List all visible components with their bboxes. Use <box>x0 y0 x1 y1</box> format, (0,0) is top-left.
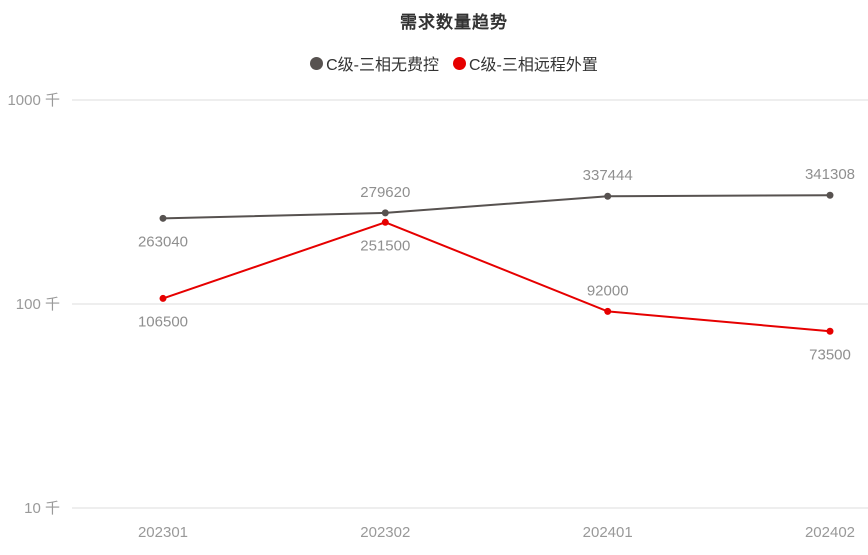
series-line <box>162 194 831 220</box>
legend-label: C级-三相远程外置 <box>469 57 598 74</box>
y-axis-label: 100 千 <box>16 296 60 313</box>
x-axis-label: 202302 <box>360 524 410 541</box>
legend-circle-icon <box>453 56 466 70</box>
x-axis-label: 202401 <box>583 524 633 541</box>
data-point[interactable] <box>159 294 167 302</box>
legend: C级-三相无费控 C级-三相远程外置 <box>40 51 868 75</box>
data-point[interactable] <box>604 307 612 315</box>
data-point-label: 73500 <box>809 346 851 363</box>
data-point[interactable] <box>826 327 834 335</box>
data-point-label: 337444 <box>583 167 633 184</box>
data-point-label: 251500 <box>360 237 410 254</box>
data-point[interactable] <box>826 191 834 199</box>
data-point[interactable] <box>381 218 389 226</box>
legend-item-series2[interactable]: C级-三相远程外置 <box>453 51 598 75</box>
data-point-label: 106500 <box>138 313 188 330</box>
legend-item-series1[interactable]: C级-三相无费控 <box>310 51 439 75</box>
x-axis-label: 202301 <box>138 524 188 541</box>
legend-label: C级-三相无费控 <box>326 57 439 74</box>
data-point-label: 341308 <box>805 166 855 183</box>
series-line <box>162 221 831 333</box>
y-axis-label: 1000 千 <box>7 92 60 109</box>
data-point[interactable] <box>159 214 167 222</box>
data-point-label: 279620 <box>360 184 410 201</box>
data-point-label: 263040 <box>138 233 188 250</box>
data-point[interactable] <box>604 192 612 200</box>
chart-title: 需求数量趋势 <box>400 13 508 32</box>
y-axis-label: 10 千 <box>24 500 60 517</box>
data-point[interactable] <box>381 209 389 217</box>
x-axis-label: 202402 <box>805 524 855 541</box>
data-point-label: 92000 <box>587 282 629 299</box>
legend-circle-icon <box>310 56 324 70</box>
